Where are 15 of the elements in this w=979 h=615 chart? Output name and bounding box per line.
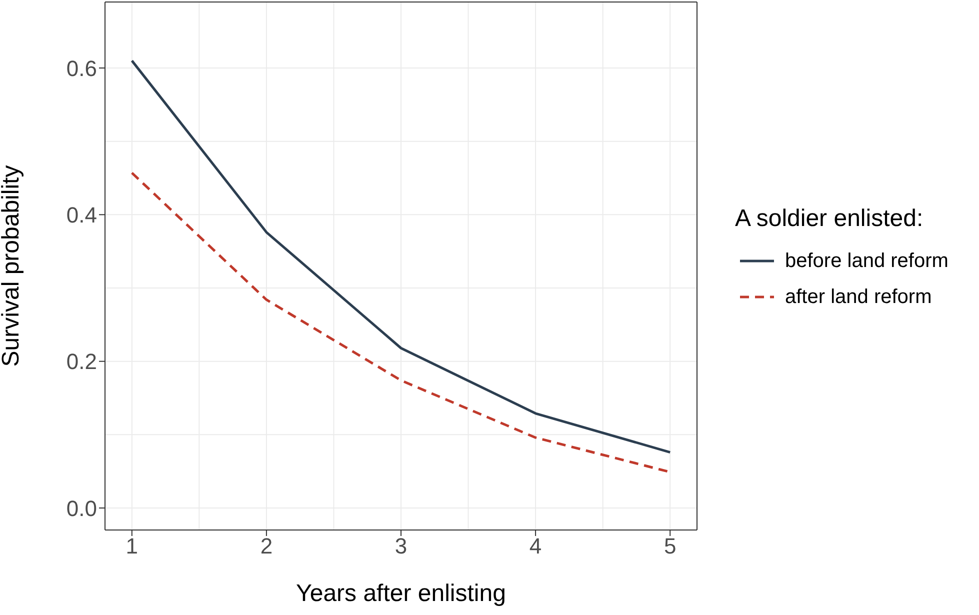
line-series xyxy=(130,59,672,454)
y-tick-label: 0.0 xyxy=(66,496,97,521)
x-tick-label: 5 xyxy=(664,534,676,559)
x-tick-label: 4 xyxy=(529,534,542,559)
y-axis-title: Survival probability xyxy=(0,165,25,367)
legend-title: A soldier enlisted: xyxy=(735,205,924,233)
x-tick-label: 3 xyxy=(394,534,408,559)
x-tick-label: 1 xyxy=(126,534,138,559)
y-tick-label: 0.4 xyxy=(66,202,97,228)
y-tick-label: 0.6 xyxy=(66,56,97,81)
x-axis-title: Years after enlisting xyxy=(296,580,506,607)
x-tick-label: 2 xyxy=(260,534,273,559)
legend-label: after land reform xyxy=(785,286,932,308)
legend-label: before land reform xyxy=(785,250,948,272)
y-tick-label: 0.2 xyxy=(66,349,97,374)
